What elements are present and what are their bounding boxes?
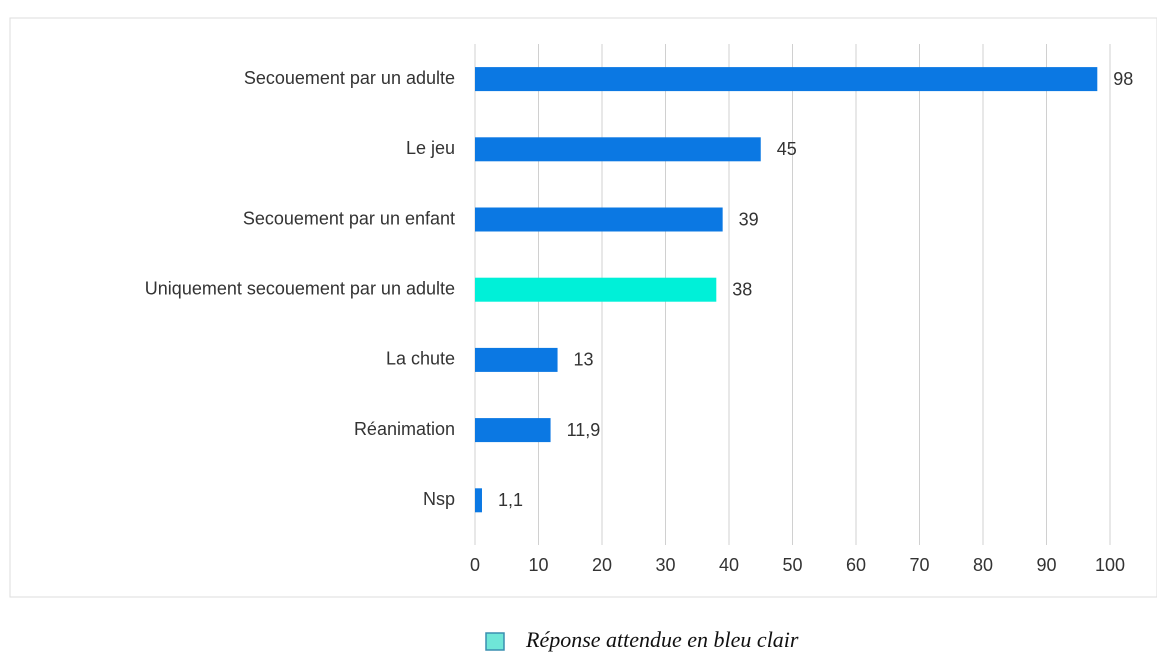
bar <box>475 277 717 302</box>
legend-label: Réponse attendue en bleu clair <box>525 627 799 652</box>
legend-swatch <box>485 632 505 651</box>
value-label: 11,9 <box>567 420 601 440</box>
bar <box>475 347 558 372</box>
value-label: 13 <box>574 350 594 370</box>
y-tick-label: Uniquement secouement par un adulte <box>145 278 455 298</box>
value-label: 38 <box>732 279 752 299</box>
y-tick-label: La chute <box>386 349 455 369</box>
x-tick-label: 70 <box>909 555 929 575</box>
x-tick-label: 20 <box>592 555 612 575</box>
bar <box>475 488 482 513</box>
value-label: 39 <box>739 209 759 229</box>
y-tick-label: Secouement par un enfant <box>243 208 455 228</box>
y-tick-label: Nsp <box>423 489 455 509</box>
x-tick-label: 30 <box>655 555 675 575</box>
x-tick-label: 10 <box>528 555 548 575</box>
y-tick-label: Réanimation <box>354 419 455 439</box>
y-tick-label: Secouement par un adulte <box>244 68 455 88</box>
x-tick-label: 60 <box>846 555 866 575</box>
x-tick-label: 0 <box>470 555 480 575</box>
bar <box>475 207 723 232</box>
x-tick-label: 50 <box>782 555 802 575</box>
x-tick-label: 40 <box>719 555 739 575</box>
x-tick-label: 90 <box>1036 555 1056 575</box>
x-tick-label: 100 <box>1095 555 1125 575</box>
value-label: 98 <box>1113 69 1133 89</box>
x-tick-label: 80 <box>973 555 993 575</box>
bar <box>475 137 761 162</box>
bar <box>475 418 551 443</box>
y-tick-label: Le jeu <box>406 138 455 158</box>
frame <box>9 17 1157 598</box>
bar <box>475 67 1098 92</box>
value-label: 45 <box>777 139 797 159</box>
value-label: 1,1 <box>498 490 523 510</box>
